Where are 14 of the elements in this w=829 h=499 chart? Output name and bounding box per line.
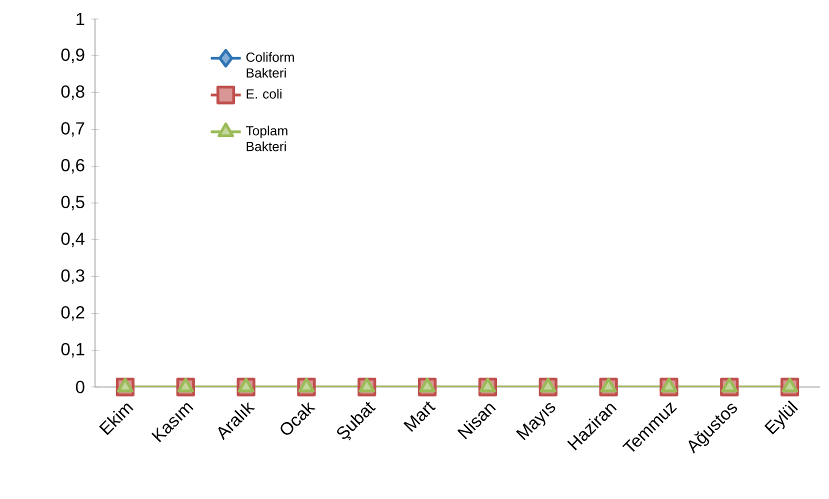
y-tick-label: 0,6 — [61, 158, 84, 174]
y-tick-label: 0,8 — [61, 85, 84, 100]
y-tick-label: 0,3 — [61, 269, 84, 284]
y-tick-label: 0,5 — [61, 196, 84, 210]
y-tick-label: 0,9 — [61, 48, 84, 64]
legend-label: Coliform Bakteri — [246, 52, 294, 78]
y-tick-label: 0 — [76, 380, 84, 394]
y-tick-label: 0,2 — [61, 306, 84, 321]
legend-label: Toplam Bakteri — [246, 126, 288, 152]
y-tick-label: 1 — [76, 12, 84, 26]
y-tick-label: 0,7 — [61, 122, 84, 137]
y-tick-label: 0,4 — [61, 232, 85, 248]
legend-label: E. coli — [246, 88, 282, 99]
y-tick-label: 0,1 — [61, 342, 84, 358]
